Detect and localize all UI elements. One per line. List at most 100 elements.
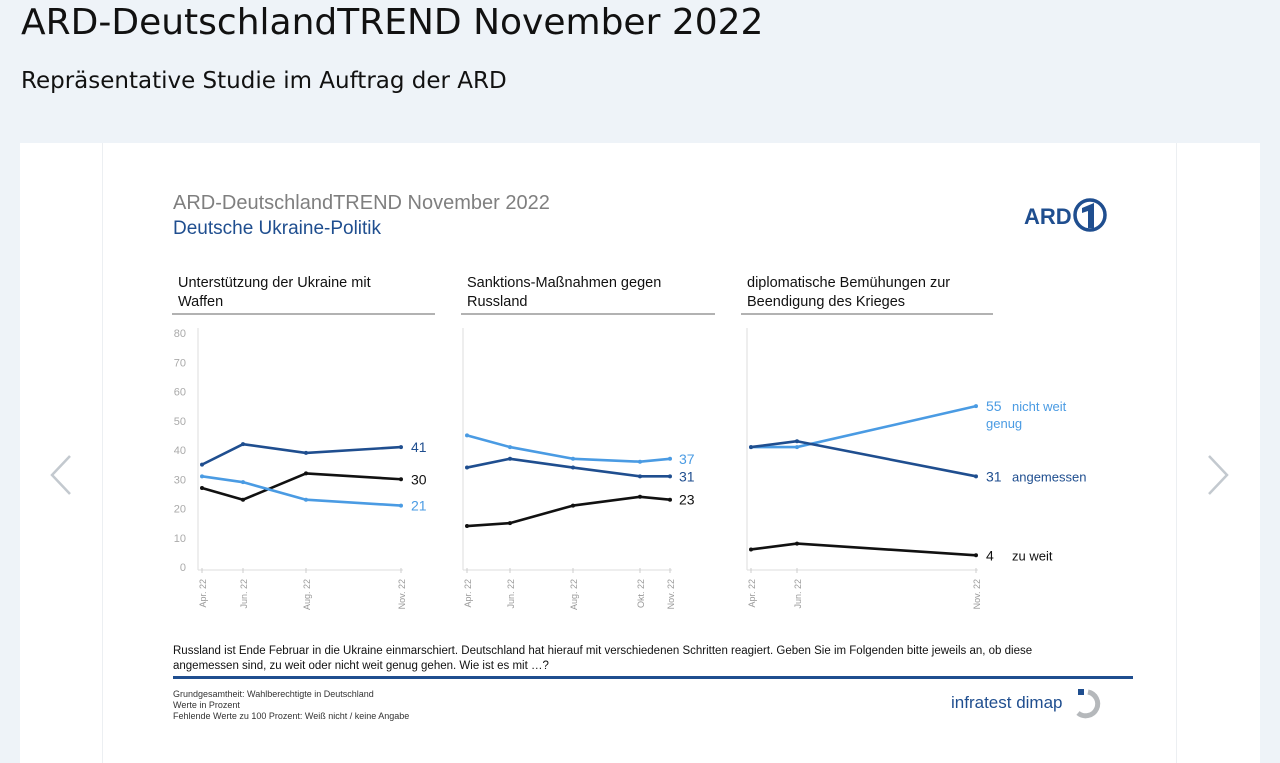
slide-canvas: ARD-DeutschlandTREND November 2022 Deuts… xyxy=(172,192,1133,721)
data-point xyxy=(571,465,575,470)
panel-title: Russland xyxy=(467,294,527,310)
x-tick-label: Okt. 22 xyxy=(636,579,646,608)
x-tick-label: Aug. 22 xyxy=(302,579,312,610)
data-point xyxy=(668,456,672,461)
y-tick-label: 40 xyxy=(174,445,186,457)
y-tick-label: 80 xyxy=(174,328,186,340)
panel-title: Beendigung des Krieges xyxy=(747,294,905,310)
footer-rule xyxy=(173,676,1133,679)
end-value-label: 41 xyxy=(411,439,427,455)
panel-title: Sanktions-Maßnahmen gegen xyxy=(467,275,661,291)
x-tick-label: Jun. 22 xyxy=(239,579,249,609)
panel-title: Waffen xyxy=(178,294,223,310)
infratest-dimap-logo xyxy=(1076,689,1101,719)
data-point xyxy=(399,445,403,450)
end-value-label: 4 xyxy=(986,547,994,563)
x-tick-label: Jun. 22 xyxy=(793,579,803,609)
y-tick-label: 60 xyxy=(174,387,186,399)
data-point xyxy=(974,404,978,409)
data-point xyxy=(508,521,512,526)
chevron-left-icon xyxy=(50,455,71,495)
series-name-label: zu weit xyxy=(1012,548,1053,563)
series-line-zu_weit xyxy=(466,495,671,528)
slide-title: ARD-DeutschlandTREND November 2022 xyxy=(173,192,550,214)
data-point xyxy=(795,439,799,444)
data-point xyxy=(465,433,469,438)
slide-subtitle: Deutsche Ukraine-Politik xyxy=(173,218,382,239)
series-line-zu_weit xyxy=(201,472,402,502)
data-point xyxy=(508,445,512,450)
y-tick-label: 10 xyxy=(174,533,186,545)
footnote-1: Grundgesamtheit: Wahlberechtigte in Deut… xyxy=(173,689,374,699)
data-point xyxy=(304,450,308,455)
series-line-nicht_weit_genug xyxy=(466,434,671,464)
data-point xyxy=(974,553,978,558)
svg-text:ARD: ARD xyxy=(1024,204,1072,229)
series-name-label: angemessen xyxy=(1012,469,1086,484)
x-tick-label: Nov. 22 xyxy=(666,579,676,609)
end-value-label: 21 xyxy=(411,498,427,514)
data-point xyxy=(465,465,469,470)
data-point xyxy=(241,480,245,485)
panel-title: diplomatische Bemühungen zur xyxy=(747,275,950,291)
series-name-label: genug xyxy=(986,416,1022,431)
data-point xyxy=(638,459,642,464)
data-point xyxy=(200,486,204,491)
data-point xyxy=(668,474,672,479)
end-value-label: 37 xyxy=(679,451,695,467)
data-point xyxy=(399,503,403,508)
data-point xyxy=(200,474,204,479)
next-slide-button[interactable] xyxy=(1203,452,1233,498)
series-name-label: nicht weit xyxy=(1012,399,1067,414)
end-value-label: 31 xyxy=(986,468,1002,484)
end-value-label: 55 xyxy=(986,398,1002,414)
data-point xyxy=(241,442,245,447)
data-point xyxy=(571,503,575,508)
y-tick-label: 0 xyxy=(180,562,186,574)
y-tick-label: 30 xyxy=(174,474,186,486)
y-tick-label: 70 xyxy=(174,357,186,369)
question-line-1: Russland ist Ende Februar in die Ukraine… xyxy=(173,645,1032,657)
data-point xyxy=(241,497,245,502)
series-line-nicht_weit_genug xyxy=(201,475,402,507)
data-point xyxy=(465,524,469,529)
ard-logo: ARD xyxy=(1024,198,1107,232)
data-point xyxy=(399,477,403,482)
data-point xyxy=(304,497,308,502)
x-tick-label: Apr. 22 xyxy=(747,579,757,608)
infratest-dimap-brand: infratest dimap xyxy=(951,693,1063,712)
footnote-3: Fehlende Werte zu 100 Prozent: Weiß nich… xyxy=(173,711,409,721)
question-line-2: angemessen sind, zu weit oder nicht weit… xyxy=(173,660,549,672)
data-point xyxy=(638,494,642,499)
data-point xyxy=(749,547,753,552)
y-tick-label: 50 xyxy=(174,416,186,428)
series-line-angemessen xyxy=(201,442,402,466)
data-point xyxy=(200,462,204,467)
page-title: ARD-DeutschlandTREND November 2022 xyxy=(21,2,764,43)
data-point xyxy=(749,445,753,450)
x-tick-label: Aug. 22 xyxy=(569,579,579,610)
data-point xyxy=(974,474,978,479)
x-tick-label: Nov. 22 xyxy=(972,579,982,609)
data-point xyxy=(571,456,575,461)
data-point xyxy=(638,474,642,479)
series-line-zu_weit xyxy=(750,542,977,557)
end-value-label: 31 xyxy=(679,468,695,484)
data-point xyxy=(795,445,799,450)
series-line-nicht_weit_genug xyxy=(751,404,977,449)
x-tick-label: Nov. 22 xyxy=(397,579,407,609)
end-value-label: 30 xyxy=(411,471,427,487)
y-tick-label: 20 xyxy=(174,504,186,516)
footnote-2: Werte in Prozent xyxy=(173,700,240,710)
panel-title: Unterstützung der Ukraine mit xyxy=(178,275,371,291)
data-point xyxy=(508,456,512,461)
prev-slide-button[interactable] xyxy=(48,452,78,498)
end-value-label: 23 xyxy=(679,492,695,508)
data-point xyxy=(795,541,799,546)
x-tick-label: Apr. 22 xyxy=(198,579,208,608)
data-point xyxy=(668,497,672,502)
x-tick-label: Apr. 22 xyxy=(463,579,473,608)
data-point xyxy=(304,471,308,476)
page-subtitle: Repräsentative Studie im Auftrag der ARD xyxy=(21,68,507,94)
x-tick-label: Jun. 22 xyxy=(506,579,516,609)
